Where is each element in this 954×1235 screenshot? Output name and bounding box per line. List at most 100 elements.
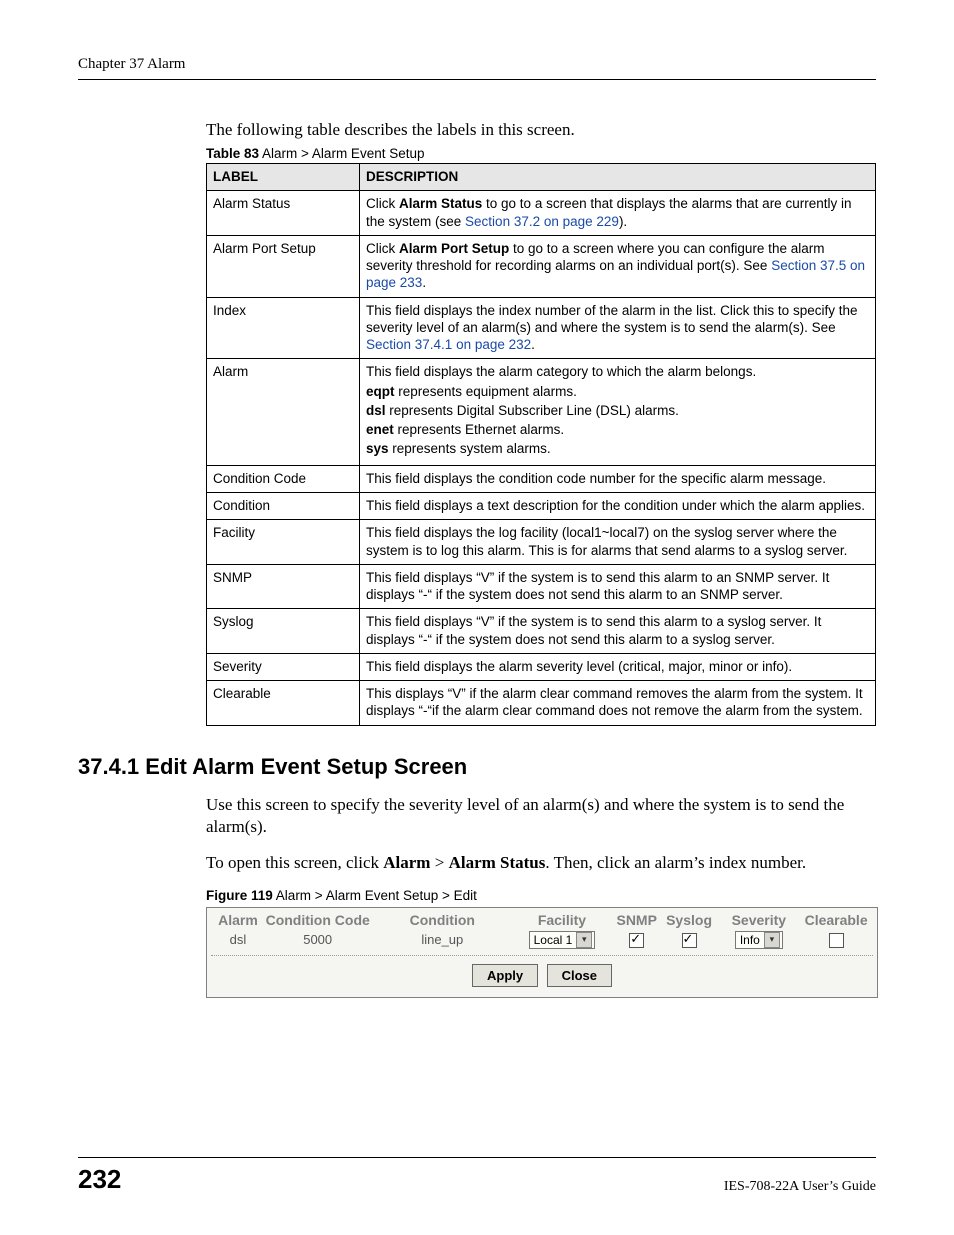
xref-link[interactable]: Section 37.2 on page 229 bbox=[465, 214, 619, 229]
text: represents Digital Subscriber Line (DSL)… bbox=[386, 403, 679, 418]
text: represents Ethernet alarms. bbox=[394, 422, 564, 437]
text: Click bbox=[366, 196, 399, 211]
cell-severity: Info ▾ bbox=[716, 931, 801, 949]
cell-condition: line_up bbox=[373, 932, 513, 947]
figure-caption-num: Figure 119 bbox=[206, 888, 273, 903]
row-desc: This field displays the alarm category t… bbox=[360, 359, 876, 465]
facility-select[interactable]: Local 1 ▾ bbox=[529, 931, 596, 949]
table-row: Alarm Port Setup Click Alarm Port Setup … bbox=[207, 235, 876, 297]
bold-text: eqpt bbox=[366, 384, 395, 399]
row-desc: This field displays “V” if the system is… bbox=[360, 564, 876, 609]
head-clearable: Clearable bbox=[801, 912, 871, 928]
row-desc: This field displays the log facility (lo… bbox=[360, 520, 876, 565]
guide-name: IES-708-22A User’s Guide bbox=[724, 1179, 876, 1195]
table-row: Alarm Status Click Alarm Status to go to… bbox=[207, 191, 876, 236]
row-desc: Click Alarm Status to go to a screen tha… bbox=[360, 191, 876, 236]
row-label: Index bbox=[207, 297, 360, 359]
bold-text: Alarm Status bbox=[449, 853, 546, 872]
text: . bbox=[422, 275, 426, 290]
row-desc: This field displays the condition code n… bbox=[360, 465, 876, 492]
row-desc: This field displays “V” if the system is… bbox=[360, 609, 876, 654]
bold-text: sys bbox=[366, 441, 389, 456]
col-label: LABEL bbox=[207, 164, 360, 191]
table-row: SNMP This field displays “V” if the syst… bbox=[207, 564, 876, 609]
head-facility: Facility bbox=[512, 912, 612, 928]
severity-select-value: Info bbox=[740, 933, 760, 947]
head-syslog: Syslog bbox=[662, 912, 717, 928]
cell-alarm: dsl bbox=[213, 932, 263, 947]
row-label: Alarm Port Setup bbox=[207, 235, 360, 297]
cell-clearable bbox=[801, 932, 871, 948]
snmp-checkbox[interactable] bbox=[629, 933, 644, 948]
page-footer: 232 IES-708-22A User’s Guide bbox=[78, 1157, 876, 1195]
edit-alarm-figure: Alarm Condition Code Condition Facility … bbox=[206, 907, 878, 998]
row-label: SNMP bbox=[207, 564, 360, 609]
close-button[interactable]: Close bbox=[547, 964, 612, 987]
text: > bbox=[430, 853, 448, 872]
row-label: Condition bbox=[207, 492, 360, 519]
figure-caption: Figure 119 Alarm > Alarm Event Setup > E… bbox=[206, 888, 876, 903]
text: This field displays the index number of … bbox=[366, 303, 857, 335]
row-desc: This field displays a text description f… bbox=[360, 492, 876, 519]
table-row: Facility This field displays the log fac… bbox=[207, 520, 876, 565]
row-desc: This field displays the index number of … bbox=[360, 297, 876, 359]
text: ). bbox=[619, 214, 627, 229]
bold-text: dsl bbox=[366, 403, 386, 418]
text: represents equipment alarms. bbox=[395, 384, 577, 399]
row-label: Syslog bbox=[207, 609, 360, 654]
row-desc: Click Alarm Port Setup to go to a screen… bbox=[360, 235, 876, 297]
head-condition-code: Condition Code bbox=[263, 912, 373, 928]
row-label: Alarm bbox=[207, 359, 360, 465]
row-desc: This displays “V” if the alarm clear com… bbox=[360, 681, 876, 726]
page-number: 232 bbox=[78, 1164, 121, 1195]
table-caption-rest: Alarm > Alarm Event Setup bbox=[259, 146, 424, 161]
table-header-row: LABEL DESCRIPTION bbox=[207, 164, 876, 191]
table-row: Alarm This field displays the alarm cate… bbox=[207, 359, 876, 465]
section-heading: 37.4.1 Edit Alarm Event Setup Screen bbox=[78, 754, 876, 780]
col-description: DESCRIPTION bbox=[360, 164, 876, 191]
figure-header-row: Alarm Condition Code Condition Facility … bbox=[207, 908, 877, 930]
apply-button[interactable]: Apply bbox=[472, 964, 538, 987]
definition-table: LABEL DESCRIPTION Alarm Status Click Ala… bbox=[206, 163, 876, 726]
chevron-down-icon: ▾ bbox=[764, 932, 780, 948]
clearable-checkbox[interactable] bbox=[829, 933, 844, 948]
header-rule bbox=[78, 79, 876, 80]
table-row: Index This field displays the index numb… bbox=[207, 297, 876, 359]
table-row: Clearable This displays “V” if the alarm… bbox=[207, 681, 876, 726]
table-row: Syslog This field displays “V” if the sy… bbox=[207, 609, 876, 654]
row-label: Severity bbox=[207, 653, 360, 680]
text: To open this screen, click bbox=[206, 853, 383, 872]
text: . Then, click an alarm’s index number. bbox=[545, 853, 806, 872]
bold-text: Alarm bbox=[383, 853, 430, 872]
head-condition: Condition bbox=[373, 912, 513, 928]
text: represents system alarms. bbox=[389, 441, 551, 456]
row-label: Condition Code bbox=[207, 465, 360, 492]
button-row: Apply Close bbox=[207, 956, 877, 997]
row-label: Clearable bbox=[207, 681, 360, 726]
cell-syslog bbox=[662, 932, 717, 948]
text: Click bbox=[366, 241, 399, 256]
cell-condition-code: 5000 bbox=[263, 932, 373, 947]
text: This field displays the alarm category t… bbox=[366, 363, 869, 380]
running-header: Chapter 37 Alarm bbox=[78, 56, 876, 73]
section-paragraph: To open this screen, click Alarm > Alarm… bbox=[206, 852, 876, 874]
xref-link[interactable]: Section 37.4.1 on page 232 bbox=[366, 337, 531, 352]
footer-rule bbox=[78, 1157, 876, 1158]
table-caption: Table 83 Alarm > Alarm Event Setup bbox=[206, 146, 876, 161]
head-alarm: Alarm bbox=[213, 912, 263, 928]
head-snmp: SNMP bbox=[612, 912, 662, 928]
severity-select[interactable]: Info ▾ bbox=[735, 931, 783, 949]
figure-caption-rest: Alarm > Alarm Event Setup > Edit bbox=[273, 888, 477, 903]
table-caption-num: Table 83 bbox=[206, 146, 259, 161]
syslog-checkbox[interactable] bbox=[682, 933, 697, 948]
figure-data-row: dsl 5000 line_up Local 1 ▾ Info ▾ bbox=[207, 930, 877, 955]
chevron-down-icon: ▾ bbox=[576, 932, 592, 948]
bold-text: Alarm Status bbox=[399, 196, 482, 211]
head-severity: Severity bbox=[716, 912, 801, 928]
table-row: Condition Code This field displays the c… bbox=[207, 465, 876, 492]
intro-text: The following table describes the labels… bbox=[206, 120, 876, 140]
table-row: Condition This field displays a text des… bbox=[207, 492, 876, 519]
section-paragraph: Use this screen to specify the severity … bbox=[206, 794, 876, 838]
facility-select-value: Local 1 bbox=[534, 933, 573, 947]
table-row: Severity This field displays the alarm s… bbox=[207, 653, 876, 680]
